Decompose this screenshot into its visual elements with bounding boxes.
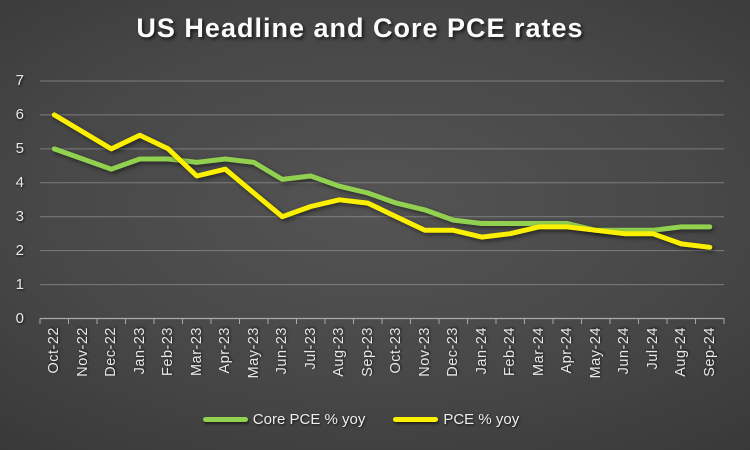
legend-label-core-pce: Core PCE % yoy xyxy=(252,410,366,428)
x-axis-label-Aug-24: Aug-24 xyxy=(673,327,690,377)
x-axis-label-Aug-23: Aug-23 xyxy=(331,327,348,377)
chart-title: US Headline and Core PCE rates xyxy=(136,13,584,43)
y-axis-label-7: 7 xyxy=(15,72,24,89)
legend-swatch-core-pce-icon xyxy=(202,416,248,422)
x-axis-label-Nov-23: Nov-23 xyxy=(416,327,433,377)
x-axis-label-Dec-22: Dec-22 xyxy=(103,327,120,377)
chart-legend: Core PCE % yoy PCE % yoy xyxy=(0,408,750,430)
x-axis-label-Oct-22: Oct-22 xyxy=(46,327,63,374)
x-axis-label-Sep-24: Sep-24 xyxy=(701,327,718,377)
series-line-1 xyxy=(51,112,713,250)
x-axis-label-Jun-24: Jun-24 xyxy=(616,327,633,375)
x-axis-label-Feb-23: Feb-23 xyxy=(160,327,177,376)
x-axis-label-Jul-24: Jul-24 xyxy=(644,327,661,370)
x-axis-label-Mar-24: Mar-24 xyxy=(530,327,547,376)
x-axis-label-Mar-23: Mar-23 xyxy=(188,327,205,376)
legend-swatch-pce-icon xyxy=(393,416,439,422)
x-axis-label-Jun-23: Jun-23 xyxy=(274,327,291,375)
y-axis-label-2: 2 xyxy=(15,241,24,259)
x-axis-label-Jul-23: Jul-23 xyxy=(302,327,319,370)
x-axis-label-Jan-23: Jan-23 xyxy=(131,327,148,375)
x-axis-label-May-24: May-24 xyxy=(587,327,604,379)
x-axis-label-Apr-23: Apr-23 xyxy=(217,327,234,374)
x-axis-label-Feb-24: Feb-24 xyxy=(502,327,519,376)
y-axis-label-0: 0 xyxy=(15,309,24,327)
x-axis-label-May-23: May-23 xyxy=(245,327,262,379)
y-axis-label-6: 6 xyxy=(15,105,24,123)
x-axis-label-Jan-24: Jan-24 xyxy=(473,327,490,375)
y-axis-label-4: 4 xyxy=(15,173,24,191)
series-line-0 xyxy=(51,146,713,233)
x-axis-label-Oct-23: Oct-23 xyxy=(388,327,405,374)
y-axis-label-1: 1 xyxy=(15,275,24,293)
y-axis-label-3: 3 xyxy=(15,207,24,225)
x-axis-label-Dec-23: Dec-23 xyxy=(445,327,462,377)
y-axis-label-5: 5 xyxy=(15,139,24,157)
x-axis-label-Apr-24: Apr-24 xyxy=(559,327,576,374)
legend-label-pce: PCE % yoy xyxy=(443,410,520,428)
x-axis-label-Nov-22: Nov-22 xyxy=(74,327,91,377)
x-axis-label-Sep-23: Sep-23 xyxy=(359,327,376,377)
